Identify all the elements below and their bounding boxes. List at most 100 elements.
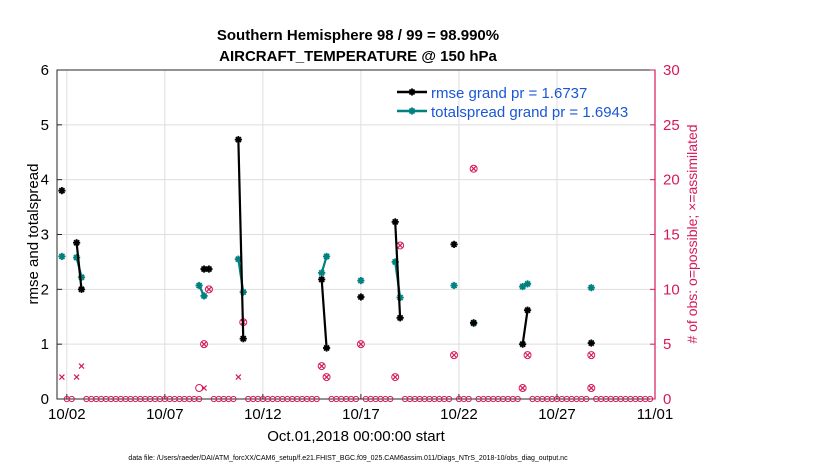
y2-tick-label: 20 <box>663 172 680 189</box>
rmse-point <box>322 344 331 352</box>
x-tick-label: 10/22 <box>440 406 478 423</box>
obs-possible-point <box>391 373 400 382</box>
y-tick-label: 6 <box>41 62 49 79</box>
obs-assimilated-point <box>235 374 242 380</box>
legend-rmse-marker <box>408 88 416 96</box>
totalspread-point <box>318 269 326 277</box>
totalspread-point <box>200 292 208 300</box>
rmse-point <box>73 239 81 247</box>
obs-assimilated-point <box>588 352 595 359</box>
obs-possible-point <box>204 285 213 294</box>
footer-data-file: data file: /Users/raeder/DAI/ATM_forcXX/… <box>128 455 568 462</box>
obs-assimilated-point <box>201 341 207 348</box>
totalspread-point <box>58 252 66 261</box>
obs-assimilated-point <box>58 374 65 380</box>
legend-totalspread-marker <box>408 107 416 115</box>
obs-possible-point <box>317 362 326 371</box>
totalspread-point <box>357 276 365 285</box>
x-tick-label: 10/27 <box>538 406 576 423</box>
y2-tick-label: 0 <box>663 391 671 408</box>
rmse-point <box>396 314 404 322</box>
rmse-point <box>523 306 532 314</box>
obs-possible-point <box>200 340 209 349</box>
obs-possible-point <box>195 384 204 393</box>
rmse-point <box>391 218 399 226</box>
legend-totalspread-point <box>408 107 416 115</box>
rmse-line <box>320 279 328 349</box>
obs-possible-point <box>356 340 365 349</box>
obs-assimilated-point <box>588 385 595 391</box>
chart-title: Southern Hemisphere 98 / 99 = 98.990% <box>217 27 499 44</box>
obs-possible-point <box>469 164 478 173</box>
x-tick-label: 10/17 <box>342 406 380 423</box>
y-tick-label: 4 <box>41 172 49 189</box>
legend-totalspread-label: totalspread grand pr = 1.6943 <box>431 104 628 121</box>
rmse-line <box>237 139 245 339</box>
rmse-point <box>318 275 326 284</box>
y2-tick-label: 15 <box>663 227 680 244</box>
y2-tick-label: 5 <box>663 336 671 353</box>
rmse-point <box>239 335 247 343</box>
obs-possible-point <box>518 384 527 393</box>
x-axis-label: Oct.01,2018 00:00:00 start <box>267 428 445 445</box>
x-tick-label: 10/02 <box>48 406 86 423</box>
totalspread-point <box>322 252 331 261</box>
y2-tick-label: 30 <box>663 62 680 79</box>
rmse-point <box>58 187 66 195</box>
rmse-point <box>77 285 86 293</box>
obs-assimilated-point <box>323 374 330 380</box>
totalspread-point <box>195 281 203 290</box>
series-lines <box>58 136 595 352</box>
y2-tick-label: 10 <box>663 281 680 298</box>
obs-assimilated-point <box>470 165 477 172</box>
x-tick-label: 11/01 <box>637 406 673 423</box>
obs-possible-point <box>587 384 596 393</box>
obs-possible-point <box>523 351 532 360</box>
rmse-point <box>450 240 458 248</box>
y-axis-right: 0 5 10 15 20 25 30 <box>650 62 680 408</box>
totalspread-point <box>450 281 458 290</box>
chart-subtitle: AIRCRAFT_TEMPERATURE @ 150 hPa <box>219 48 497 65</box>
x-tick-label: 10/12 <box>244 406 282 423</box>
obs-assimilated-point <box>73 374 80 380</box>
obs-assimilated-point <box>519 385 526 391</box>
obs-assimilated-point <box>451 352 457 359</box>
legend-rmse-point <box>408 88 416 96</box>
obs-assimilated-point <box>78 363 85 370</box>
rmse-point <box>470 319 478 327</box>
obs-assimilated-point <box>318 363 325 370</box>
x-tick-label: 10/07 <box>146 406 184 423</box>
y-tick-label: 3 <box>41 227 49 244</box>
obs-assimilated-point <box>201 385 207 391</box>
y-tick-label: 1 <box>41 336 49 353</box>
legend-rmse-label: rmse grand pr = 1.6737 <box>431 85 587 102</box>
obs-assimilated-point <box>397 242 404 249</box>
y-tick-label: 2 <box>41 281 49 298</box>
obs-zero-markers <box>63 395 654 403</box>
y-tick-label: 0 <box>41 391 49 408</box>
y-tick-label: 5 <box>41 117 49 134</box>
obs-count-markers <box>58 164 654 403</box>
obs-assimilated-point <box>392 374 399 380</box>
rmse-point <box>234 136 242 144</box>
obs-assimilated-point <box>206 286 212 293</box>
rmse-line <box>521 310 529 345</box>
y-axis-left: 0 1 2 3 4 5 6 <box>41 62 62 408</box>
y2-tick-label: 25 <box>663 117 680 134</box>
x-axis: 10/02 10/07 10/12 10/17 10/22 10/27 11/01 <box>48 394 673 423</box>
rmse-point <box>205 265 213 273</box>
rmse-line <box>75 242 83 290</box>
obs-assimilated-point <box>357 341 364 348</box>
obs-possible-point <box>587 351 596 360</box>
rmse-point <box>357 293 365 301</box>
obs-assimilated-point <box>524 352 531 359</box>
totalspread-point <box>523 280 532 288</box>
obs-possible-point <box>450 351 459 360</box>
totalspread-point <box>587 284 595 292</box>
obs-possible-point <box>322 373 331 382</box>
y-axis-label: rmse and totalspread <box>25 164 42 305</box>
totalspread-point <box>519 282 527 291</box>
rmse-point <box>587 339 595 347</box>
legend: rmse grand pr = 1.6737 totalspread grand… <box>397 85 628 121</box>
